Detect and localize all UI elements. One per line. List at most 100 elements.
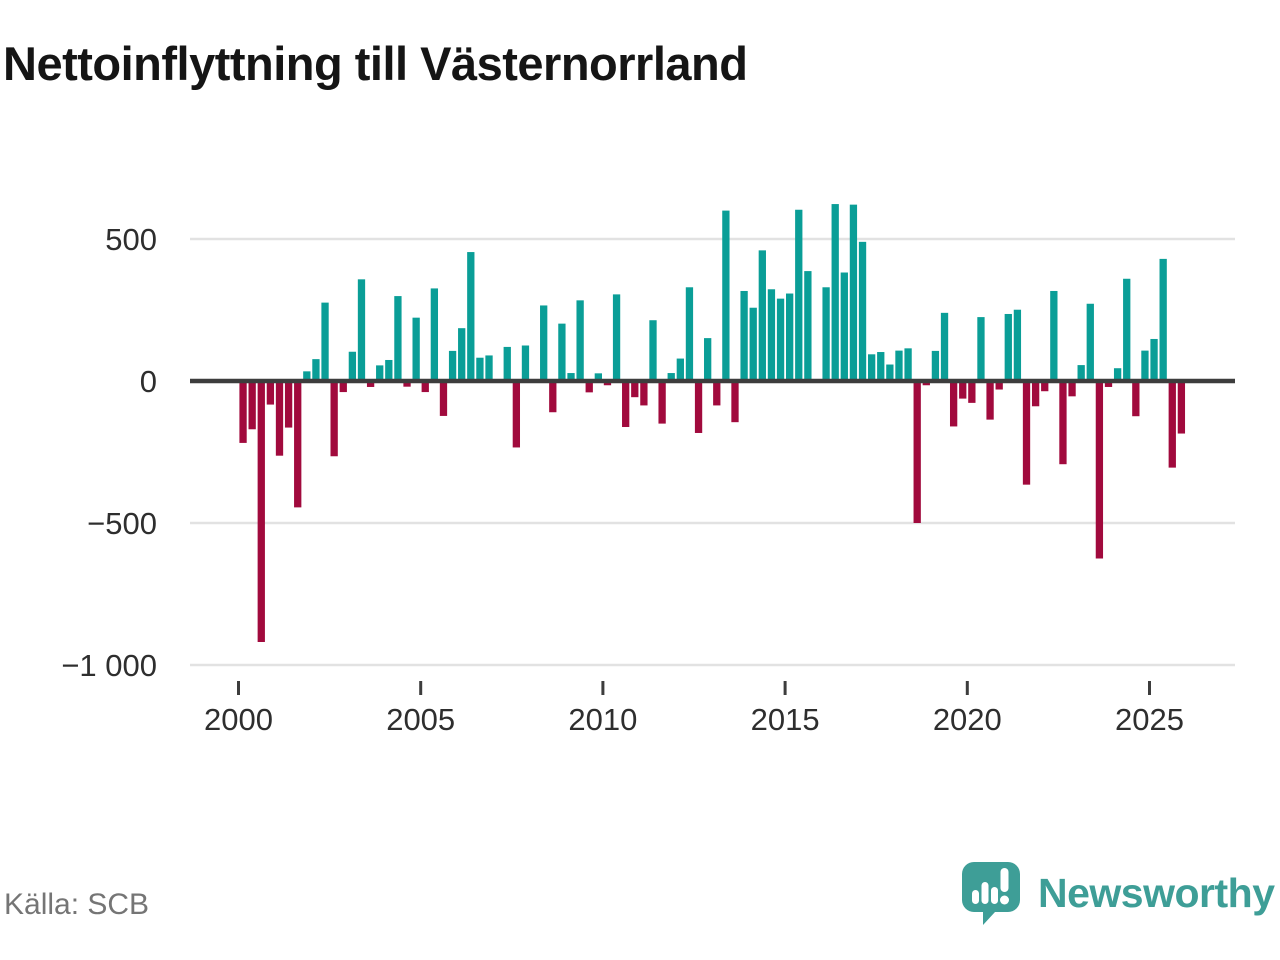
bar-2019-Q3 [949, 381, 958, 427]
bar-2008-Q3 [549, 381, 557, 413]
bar-2003-Q3 [366, 381, 375, 387]
bar-2024-Q3 [1132, 381, 1140, 417]
x-tick-label-2005: 2005 [386, 702, 455, 737]
y-tick-label--1000: −1 000 [61, 648, 157, 683]
bar-2012-Q4 [704, 338, 712, 381]
bar-2001-Q3 [294, 381, 302, 508]
bar-2014-Q1 [749, 307, 757, 381]
bar-2019-Q2 [940, 312, 949, 381]
bar-2006-Q3 [476, 357, 484, 381]
bar-2020-Q3 [986, 381, 994, 420]
bar-2007-Q2 [503, 346, 511, 381]
bar-2013-Q3 [731, 381, 739, 423]
bar-2016-Q2 [831, 204, 839, 381]
bar-2004-Q2 [394, 296, 402, 381]
bar-2011-Q4 [667, 373, 675, 381]
bar-2011-Q1 [640, 381, 648, 406]
x-tick-label-2000: 2000 [204, 702, 273, 737]
x-tick-label-2015: 2015 [751, 702, 820, 737]
bar-2023-Q3 [1095, 381, 1104, 559]
bar-2005-Q4 [448, 350, 457, 381]
bar-2024-Q2 [1123, 278, 1131, 381]
y-tick-label-0: 0 [140, 364, 157, 399]
bar-2015-Q1 [786, 293, 794, 381]
bar-2020-Q2 [977, 317, 985, 381]
bar-2000-Q3 [257, 381, 265, 642]
bar-2016-Q1 [822, 287, 830, 381]
bar-2021-Q1 [1004, 313, 1012, 381]
bar-2006-Q1 [458, 328, 466, 381]
bar-2004-Q4 [412, 317, 420, 381]
bar-2014-Q4 [776, 298, 785, 381]
bar-2021-Q4 [1031, 381, 1040, 407]
bar-2024-Q1 [1113, 368, 1122, 381]
x-tick-label-2025: 2025 [1115, 702, 1184, 737]
chart-title: Nettoinflyttning till Västernorrland [3, 37, 748, 90]
bar-2018-Q3 [913, 381, 921, 523]
bar-2000-Q4 [266, 381, 275, 405]
bar-2021-Q2 [1013, 309, 1022, 381]
bar-2005-Q3 [439, 381, 448, 416]
bar-2001-Q2 [284, 381, 293, 428]
bar-2002-Q3 [330, 381, 338, 457]
bar-2021-Q3 [1022, 381, 1031, 485]
bar-2012-Q1 [676, 358, 684, 381]
brand-logo: Newsworthy [960, 860, 1275, 926]
bar-2000-Q2 [248, 381, 256, 430]
bar-2002-Q4 [339, 381, 347, 393]
bar-2023-Q4 [1104, 381, 1113, 387]
bar-2006-Q4 [485, 355, 493, 381]
x-tick-label-2010: 2010 [568, 702, 637, 737]
bar-2007-Q3 [512, 381, 521, 448]
bar-2005-Q2 [430, 288, 439, 381]
bar-2007-Q4 [521, 345, 530, 381]
bar-2016-Q4 [849, 204, 858, 381]
bar-2022-Q4 [1068, 381, 1076, 397]
bar-2022-Q3 [1059, 381, 1067, 465]
bar-2011-Q3 [658, 381, 666, 424]
bar-2015-Q3 [804, 271, 812, 381]
bar-2002-Q1 [312, 359, 320, 381]
bar-chart: 500 0 −500 −1 000 2000 2005 2010 2015 2020 2025 [61, 204, 1235, 737]
bar-2014-Q2 [758, 250, 766, 381]
bar-2017-Q4 [886, 364, 894, 381]
bar-2023-Q2 [1086, 303, 1094, 381]
bar-2008-Q2 [540, 305, 548, 381]
bar-2022-Q2 [1050, 290, 1058, 381]
bar-2022-Q1 [1041, 381, 1049, 392]
bar-2004-Q1 [385, 359, 393, 381]
bar-2010-Q2 [612, 294, 621, 381]
bar-2025-Q3 [1168, 381, 1176, 468]
bar-2006-Q2 [467, 252, 475, 381]
bar-2025-Q4 [1177, 381, 1186, 434]
bar-2003-Q4 [376, 365, 384, 381]
bar-2017-Q3 [877, 352, 885, 381]
bar-2017-Q2 [867, 354, 876, 381]
bar-2009-Q3 [585, 381, 593, 393]
bar-2014-Q3 [767, 289, 776, 381]
bar-2013-Q4 [740, 290, 748, 381]
bar-2012-Q2 [685, 287, 694, 381]
bar-2005-Q1 [421, 381, 429, 393]
bar-2015-Q2 [795, 209, 803, 381]
bar-2013-Q1 [713, 381, 721, 406]
bar-2003-Q1 [348, 351, 357, 381]
bar-2025-Q1 [1150, 338, 1158, 381]
bar-2009-Q1 [567, 373, 575, 381]
bar-2025-Q2 [1159, 258, 1167, 381]
bar-2019-Q1 [931, 350, 940, 381]
y-tick-label-500: 500 [105, 222, 157, 257]
bar-2012-Q3 [694, 381, 703, 433]
bar-2011-Q2 [649, 320, 657, 381]
source-note: Källa: SCB [4, 888, 150, 921]
bar-2009-Q2 [576, 300, 584, 381]
bar-2004-Q3 [403, 381, 411, 387]
bar-2000-Q1 [239, 381, 247, 443]
bar-2019-Q4 [959, 381, 967, 399]
bar-2001-Q4 [303, 371, 311, 381]
bar-2002-Q2 [321, 302, 329, 381]
bar-2009-Q4 [594, 373, 602, 381]
bar-chart-speech-bubble-icon [962, 862, 1020, 925]
y-tick-label--500: −500 [87, 506, 157, 541]
bar-2008-Q4 [558, 323, 566, 381]
